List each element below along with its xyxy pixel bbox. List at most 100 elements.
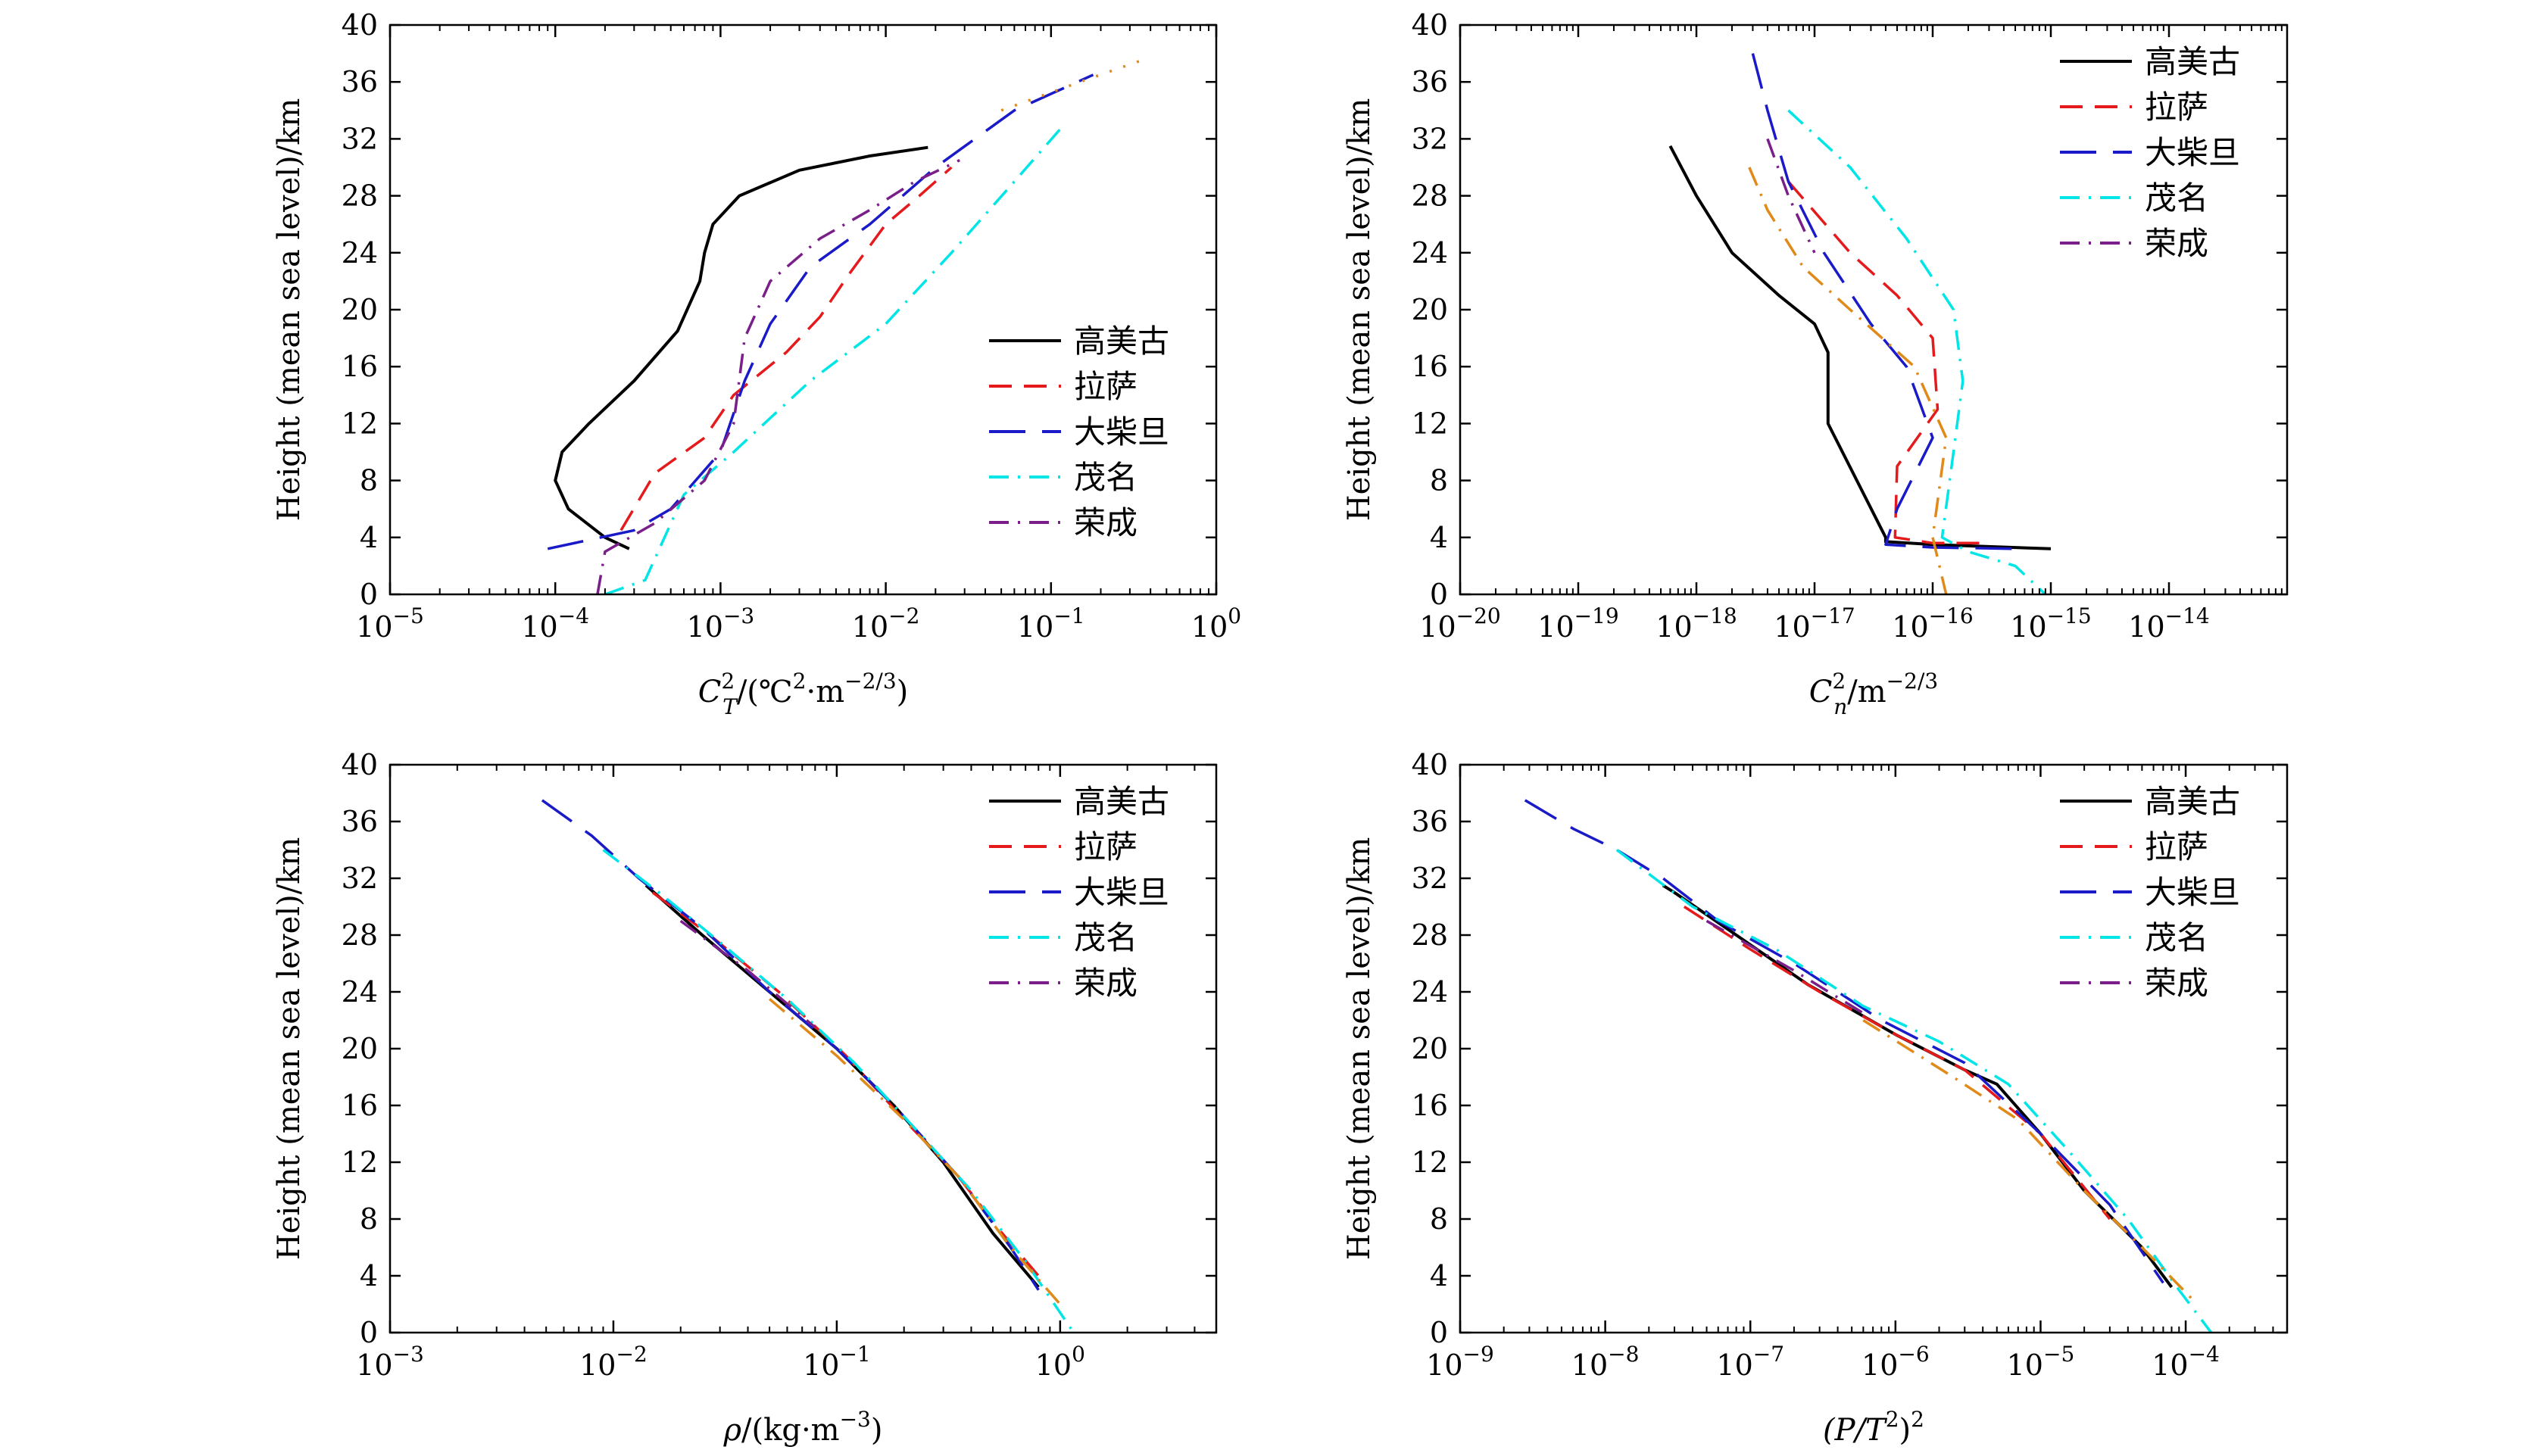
x-tick-exponent: −3 [723, 603, 754, 628]
y-tick-label: 16 [342, 1089, 378, 1122]
x-tick-base: 10 [1017, 610, 1053, 644]
y-tick-label: 12 [342, 1146, 378, 1179]
x-label-unit: ) [897, 675, 909, 709]
x-tick-exponent: −3 [393, 1342, 424, 1367]
x-tick-label: 10−20 [1419, 603, 1500, 644]
x-label-unit: /(kg·m [741, 1413, 840, 1448]
y-tick-label: 36 [1412, 65, 1448, 98]
x-tick-base: 10 [1571, 1348, 1608, 1382]
x-tick-label: 10−1 [803, 1342, 871, 1382]
series-group [1668, 53, 2052, 594]
x-tick-exponent: −4 [558, 603, 589, 628]
x-tick-base: 10 [356, 1348, 392, 1382]
x-tick-label: 10−5 [356, 603, 424, 644]
x-tick-exponent: −7 [1753, 1342, 1784, 1367]
x-tick-base: 10 [1537, 610, 1574, 644]
series-line-大柴旦 [1524, 799, 2164, 1284]
x-tick-exponent: −2 [888, 603, 919, 628]
x-tick-label: 10−15 [2010, 603, 2091, 644]
legend-label: 荣成 [1074, 965, 1137, 1002]
x-label-unit-sup: −2/3 [844, 669, 897, 694]
y-tick-label: 20 [342, 1032, 378, 1065]
x-tick-label: 10−7 [1716, 1342, 1784, 1382]
x-tick-exponent: −16 [1929, 603, 1974, 628]
legend-label: 高美古 [1074, 783, 1169, 820]
x-tick-base: 10 [1035, 1348, 1072, 1382]
legend-label: 拉萨 [2145, 828, 2208, 865]
legend-label: 荣成 [1074, 504, 1137, 541]
y-tick-label: 28 [342, 918, 378, 952]
y-tick-label: 16 [1412, 350, 1448, 383]
y-tick-label: 16 [342, 350, 378, 383]
x-tick-base: 10 [1426, 1348, 1462, 1382]
y-tick-label: 4 [1430, 521, 1448, 554]
series-line-orange [768, 998, 1062, 1305]
x-label-unit: ·m [806, 675, 844, 709]
x-tick-exponent: −15 [2047, 603, 2092, 628]
x-tick-label: 10−17 [1774, 603, 1855, 644]
y-tick-label: 8 [1430, 1202, 1448, 1236]
x-tick-exponent: 0 [1228, 603, 1241, 628]
y-tick-label: 12 [342, 407, 378, 440]
y-tick-label: 0 [1430, 578, 1448, 611]
x-label-unit-sup: −3 [840, 1407, 871, 1432]
y-tick-label: 0 [360, 1316, 378, 1349]
x-label-unit-sup: 2 [793, 669, 807, 694]
series-line-拉萨 [619, 166, 953, 532]
series-line-荣成 [679, 919, 816, 1029]
x-tick-exponent: −14 [2165, 603, 2210, 628]
x-tick-base: 10 [579, 1348, 616, 1382]
x-tick-label: 10−8 [1571, 1342, 1640, 1382]
x-label-unit-sup: 2 [1911, 1407, 1924, 1432]
x-tick-label: 100 [1035, 1342, 1085, 1382]
x-tick-label: 10−2 [579, 1342, 648, 1382]
x-tick-exponent: −5 [393, 603, 424, 628]
y-axis-label: Height (mean sea level)/km [1342, 98, 1377, 522]
y-tick-label: 28 [1412, 918, 1448, 952]
x-tick-base: 10 [2007, 1348, 2043, 1382]
legend-label: 高美古 [2145, 43, 2240, 80]
legend-label: 大柴旦 [1074, 413, 1169, 451]
y-tick-label: 32 [342, 122, 378, 155]
y-tick-label: 12 [1412, 1146, 1448, 1179]
x-tick-label: 10−16 [1892, 603, 1973, 644]
y-tick-label: 8 [1430, 464, 1448, 497]
y-tick-label: 12 [1412, 407, 1448, 440]
series-line-大柴旦 [541, 799, 1040, 1291]
legend-label: 拉萨 [2145, 89, 2208, 126]
legend-label: 茂名 [1074, 919, 1137, 956]
x-tick-exponent: −20 [1456, 603, 1501, 628]
series-line-大柴旦 [547, 73, 1094, 550]
y-tick-label: 32 [1412, 122, 1448, 155]
series-line-茂名 [1787, 109, 2047, 594]
legend-label: 茂名 [1074, 459, 1137, 496]
x-label-unit: ) [871, 1413, 883, 1448]
x-tick-exponent: −17 [1811, 603, 1855, 628]
y-tick-label: 40 [342, 8, 378, 42]
y-tick-label: 32 [1412, 862, 1448, 895]
x-label-sub: T [722, 694, 738, 719]
y-tick-label: 24 [342, 975, 378, 1009]
y-axis-label: Height (mean sea level)/km [1342, 837, 1377, 1261]
y-tick-label: 28 [342, 179, 378, 213]
x-tick-label: 10−4 [2152, 1342, 2220, 1382]
x-label-sup: 2 [1832, 669, 1846, 694]
x-tick-base: 10 [521, 610, 557, 644]
x-axis-label: ρ/(kg·m−3) [723, 1407, 883, 1448]
x-label-sub: n [1833, 694, 1847, 719]
x-label-unit: ) [1899, 1413, 1911, 1448]
y-tick-label: 20 [342, 293, 378, 326]
legend-label: 高美古 [1074, 323, 1169, 360]
y-tick-label: 36 [1412, 805, 1448, 838]
y-axis-label: Height (mean sea level)/km [272, 837, 307, 1261]
x-tick-label: 10−1 [1017, 603, 1085, 644]
y-tick-label: 4 [360, 521, 378, 554]
